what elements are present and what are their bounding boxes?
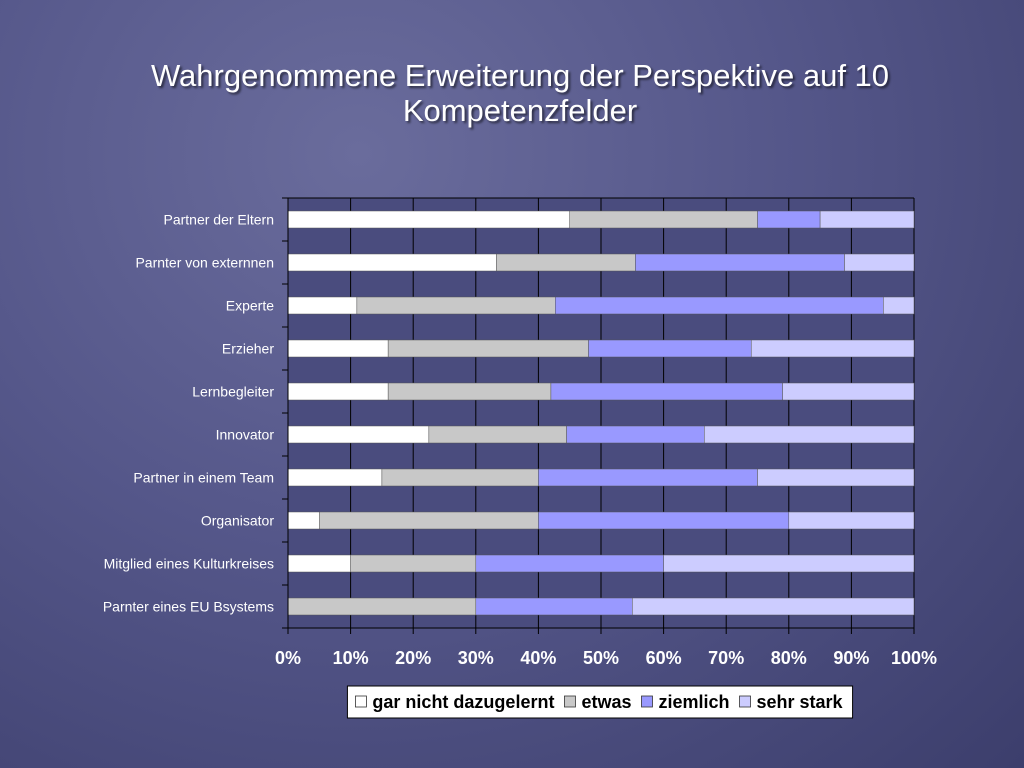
bar-segment xyxy=(883,296,915,315)
bar-segment xyxy=(287,296,358,315)
bar-segment xyxy=(538,468,758,487)
bar-segment xyxy=(287,253,497,272)
bars xyxy=(287,210,915,616)
bar-segment xyxy=(550,382,783,401)
bar-segment xyxy=(287,597,477,616)
category-label: Erzieher xyxy=(222,341,274,357)
x-tick-label: 20% xyxy=(395,648,431,668)
legend-swatch xyxy=(739,695,751,708)
category-label: Partner in einem Team xyxy=(133,470,274,486)
bar-segment xyxy=(350,554,477,573)
bar-segment xyxy=(381,468,539,487)
bar-segment xyxy=(287,339,389,358)
bar-segment xyxy=(287,425,430,444)
x-tick-label: 90% xyxy=(833,648,869,668)
legend-swatch xyxy=(355,695,367,708)
category-label: Innovator xyxy=(216,427,275,443)
bar-segment xyxy=(757,210,821,229)
legend-entry: etwas xyxy=(581,692,631,712)
category-label: Organisator xyxy=(201,513,274,529)
category-labels: Partner der Eltern Parnter von externnen E… xyxy=(103,212,275,615)
category-label: Partner der Eltern xyxy=(164,212,275,228)
category-label: Mitglied eines Kulturkreises xyxy=(104,556,274,572)
bar-segment xyxy=(387,382,552,401)
category-label: Lernbegleiter xyxy=(192,384,274,400)
bar-segment xyxy=(663,554,915,573)
bar-segment xyxy=(566,425,705,444)
bar-segment xyxy=(757,468,915,487)
legend-entry: ziemlich xyxy=(658,692,729,712)
legend-swatch xyxy=(641,695,653,708)
x-tick-label: 60% xyxy=(646,648,682,668)
legend-swatch xyxy=(564,695,576,708)
legend-entry: gar nicht dazugelernt xyxy=(372,692,554,712)
tick-labels: 0% 10% 20% 30% 40% 50% 60% 70% 80% 90% 100% xyxy=(275,648,937,668)
legend-entry: sehr stark xyxy=(757,692,844,712)
bar-segment xyxy=(782,382,915,401)
category-label: Parnter eines EU Bsystems xyxy=(103,599,274,615)
bar-segment xyxy=(538,511,790,530)
bar-segment xyxy=(588,339,752,358)
bar-segment xyxy=(635,253,845,272)
x-tick-label: 100% xyxy=(891,648,937,668)
x-tick-label: 70% xyxy=(708,648,744,668)
bar-segment xyxy=(287,210,570,229)
bar-segment xyxy=(287,511,320,530)
axes xyxy=(282,197,915,634)
bar-segment xyxy=(819,210,915,229)
bar-segment xyxy=(555,296,884,315)
legend: gar nicht dazugelernt etwas ziemlich sehr s… xyxy=(346,685,854,719)
bar-segment xyxy=(704,425,915,444)
category-label: Experte xyxy=(226,298,274,314)
bar-segment xyxy=(496,253,636,272)
legend-box xyxy=(346,685,854,719)
bar-segment xyxy=(356,296,556,315)
x-tick-label: 40% xyxy=(520,648,556,668)
bar-segment xyxy=(287,554,351,573)
bar-segment xyxy=(569,210,758,229)
x-tick-label: 30% xyxy=(458,648,494,668)
bar-segment xyxy=(319,511,539,530)
bar-segment xyxy=(287,382,389,401)
bar-segment xyxy=(475,597,633,616)
x-tick-label: 0% xyxy=(275,648,301,668)
bar-segment xyxy=(632,597,915,616)
bar-segment xyxy=(387,339,589,358)
bar-segment xyxy=(287,468,383,487)
bar-segment xyxy=(428,425,567,444)
bar-segment xyxy=(788,511,915,530)
bar-segment xyxy=(475,554,664,573)
x-tick-label: 10% xyxy=(333,648,369,668)
x-tick-label: 50% xyxy=(583,648,619,668)
bar-segment xyxy=(844,253,915,272)
bar-segment xyxy=(750,339,915,358)
category-label: Parnter von externnen xyxy=(135,255,274,271)
page-title: Wahrgenommene Erweiterung der Perspektiv… xyxy=(150,58,890,128)
x-tick-label: 80% xyxy=(771,648,807,668)
